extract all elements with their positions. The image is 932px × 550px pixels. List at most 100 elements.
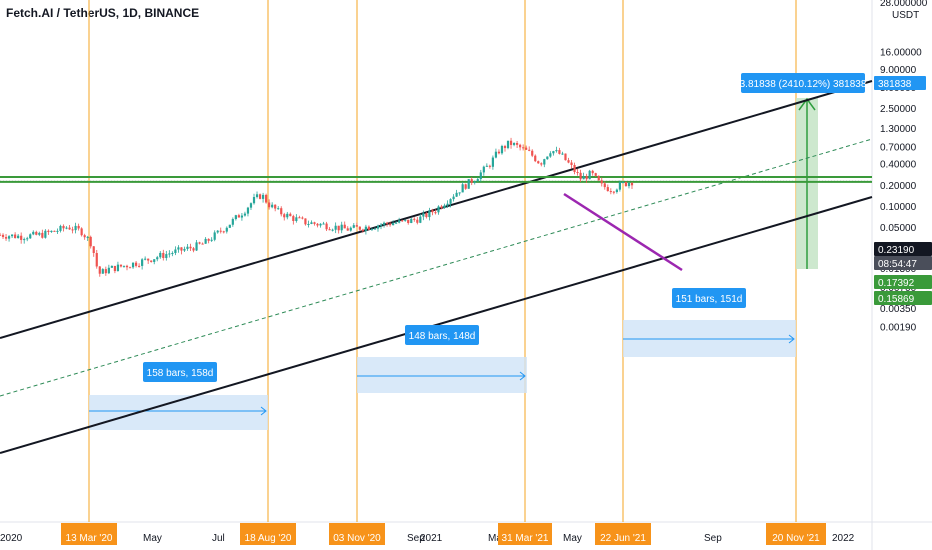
candle-body xyxy=(506,140,510,149)
candle-body xyxy=(588,170,591,180)
candle-body xyxy=(134,262,138,266)
price-tag xyxy=(874,291,932,305)
candle-body xyxy=(425,213,428,218)
candle-body xyxy=(370,228,374,230)
price-tag-label: 08:54:47 xyxy=(878,259,917,270)
candle-body xyxy=(564,153,567,161)
measure-label-text: 151 bars, 151d xyxy=(676,294,743,305)
candle-body xyxy=(343,224,346,229)
candle-body xyxy=(1,234,5,238)
candle-body xyxy=(231,219,234,225)
candle-body xyxy=(624,182,628,187)
candle-body xyxy=(156,257,159,260)
candle-body xyxy=(497,151,501,154)
candle-body xyxy=(361,229,364,231)
candle-body xyxy=(147,258,150,261)
candle-body xyxy=(346,228,349,231)
candle-body xyxy=(443,205,446,208)
annotation-layer: 158 bars, 158d 148 bars, 148d 151 bars, 15… xyxy=(143,73,867,382)
candle-body xyxy=(416,219,419,223)
candle-body xyxy=(101,269,104,274)
date-range-arrowhead xyxy=(260,406,267,416)
candle-body xyxy=(334,225,337,230)
candle-body xyxy=(352,225,355,228)
candle-body xyxy=(376,225,380,229)
candle-body xyxy=(271,204,274,208)
candle-body xyxy=(488,165,491,167)
measure-label xyxy=(143,362,217,382)
candle-body xyxy=(522,147,525,149)
candle-body xyxy=(301,217,304,219)
candle-body xyxy=(379,224,383,226)
candle-body xyxy=(452,196,455,200)
candle-body xyxy=(464,184,467,189)
candle-body xyxy=(268,202,271,208)
candle-body xyxy=(189,246,192,249)
candle-body xyxy=(540,163,543,165)
candle-body xyxy=(74,225,77,231)
candle-body xyxy=(373,228,377,230)
candle-body xyxy=(552,151,555,154)
candle-body xyxy=(219,230,222,232)
candle-body xyxy=(500,146,504,154)
candle-body xyxy=(455,192,458,197)
candle-body xyxy=(558,150,561,154)
candle-body xyxy=(83,235,86,238)
candle-body xyxy=(382,222,386,225)
y-tick-label: 9.00000 xyxy=(880,65,917,76)
candle-body xyxy=(240,215,244,218)
candle-body xyxy=(47,230,50,233)
candle-body xyxy=(615,189,618,193)
candle-body xyxy=(579,172,582,180)
candle-body xyxy=(570,162,573,165)
candle-body xyxy=(261,194,265,199)
candle-body xyxy=(159,252,162,258)
candle-body xyxy=(531,150,534,156)
price-tag xyxy=(874,76,926,90)
candle-body xyxy=(237,215,240,218)
candle-body xyxy=(331,229,334,231)
candle-body xyxy=(162,252,165,259)
x-tick-label: May xyxy=(563,533,582,544)
candle-body xyxy=(246,207,250,214)
candle-body xyxy=(585,176,588,180)
candle-body xyxy=(225,227,228,232)
candle-body xyxy=(630,182,634,186)
candle-body xyxy=(310,222,313,224)
candle-body xyxy=(29,234,32,239)
candle-body xyxy=(313,222,316,224)
candle-body xyxy=(349,227,352,231)
y-tick-label: 1.30000 xyxy=(880,124,917,135)
y-tick-label: 0.00190 xyxy=(880,323,917,334)
candle-body xyxy=(392,223,395,226)
price-range-arrowhead xyxy=(798,97,816,111)
candle-body xyxy=(434,212,437,214)
candle-body xyxy=(612,191,615,193)
date-tag-label: 13 Mar '20 xyxy=(66,533,113,544)
y-tick-label: 2.50000 xyxy=(880,104,917,115)
candle-body xyxy=(20,235,23,240)
candle-body xyxy=(494,151,498,158)
candle-body xyxy=(168,253,171,255)
candle-body xyxy=(627,182,631,187)
candle-body xyxy=(328,229,331,231)
candle-body xyxy=(606,187,609,192)
candle-body xyxy=(192,248,195,251)
candle-body xyxy=(582,176,585,180)
candle-body xyxy=(68,227,71,230)
candle-body xyxy=(280,208,283,215)
candle-body xyxy=(304,218,307,225)
candle-body xyxy=(32,231,35,235)
candle-body xyxy=(410,218,413,224)
y-tick-label: 0.10000 xyxy=(880,202,917,213)
candle-body xyxy=(177,247,180,250)
price-tag-label: 0.15869 xyxy=(878,294,915,305)
candle-body xyxy=(77,225,80,229)
candle-body xyxy=(364,226,367,231)
candle-body xyxy=(440,206,443,208)
candle-body xyxy=(183,248,186,251)
candle-body xyxy=(141,259,144,266)
candle-body xyxy=(228,224,231,228)
measure-label xyxy=(741,73,865,93)
